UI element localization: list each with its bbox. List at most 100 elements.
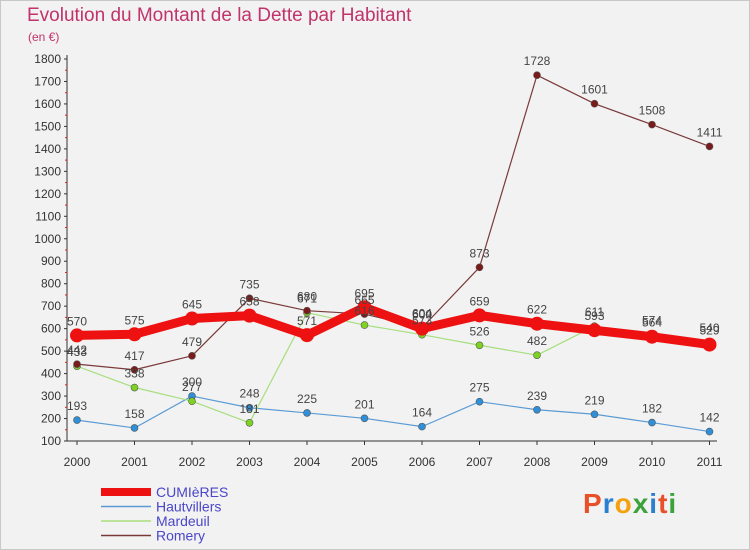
data-point [648,120,656,129]
data-label: 873 [469,246,489,260]
data-point [245,418,254,427]
data-point [648,418,656,427]
data-point [188,397,196,406]
data-point [360,321,369,329]
data-point [590,410,599,419]
data-label: 574 [642,313,662,327]
data-label: 158 [124,407,144,421]
data-point [245,294,254,303]
data-point [70,328,84,343]
y-tick-label: 100 [41,434,61,448]
y-tick-label: 1300 [34,164,61,178]
data-label: 540 [699,321,719,335]
data-label: 248 [239,387,259,401]
y-tick-label: 500 [41,344,61,358]
data-label: 526 [469,324,489,338]
data-point [705,142,714,151]
logo-letter: o [614,488,633,519]
y-tick-label: 1700 [34,74,61,88]
data-point [475,341,484,350]
x-tick-label: 2007 [466,455,493,469]
y-tick-label: 1000 [34,232,61,246]
data-label: 564 [642,316,662,330]
data-label: 275 [469,381,489,395]
data-label: 658 [239,295,259,309]
data-label: 442 [67,343,87,357]
data-point [357,300,372,315]
y-tick-label: 300 [41,389,61,403]
data-label: 193 [67,399,87,413]
data-point [303,306,311,315]
x-tick-label: 2001 [121,455,148,469]
data-label: 735 [239,277,259,291]
data-point [245,403,254,412]
data-label: 219 [584,393,604,407]
data-label: 239 [527,389,547,403]
y-tick-label: 800 [41,277,61,291]
data-label: 680 [297,290,317,304]
y-tick-label: 1100 [35,209,61,223]
data-label: 573 [412,314,432,328]
data-point [185,311,199,326]
data-label: 593 [584,309,604,323]
logo-letter: r [602,488,615,519]
data-point [130,365,139,374]
data-point [303,409,311,417]
data-label: 142 [699,411,719,425]
data-label: 645 [182,298,202,312]
data-label: 529 [699,324,719,338]
data-label: 570 [67,314,87,328]
data-point [530,316,544,331]
data-label: 479 [182,335,202,349]
data-point [300,328,314,343]
x-tick-label: 2004 [294,455,321,469]
data-point [475,397,484,406]
data-label: 604 [412,307,432,321]
legend-label: Mardeuil [156,513,210,529]
data-label: 611 [585,305,604,319]
data-label: 433 [67,345,87,359]
y-tick-label: 900 [41,254,61,268]
proxiti-logo: Proxiti [583,488,677,520]
data-label: 181 [239,402,259,416]
logo-letter: i [668,488,678,519]
data-label: 659 [469,294,489,308]
x-tick-label: 2006 [409,455,436,469]
x-tick-label: 2005 [351,455,378,469]
data-label: 338 [124,367,144,381]
data-label: 201 [354,397,374,411]
data-point [475,263,484,272]
data-point [127,327,142,342]
data-label: 1508 [639,104,666,118]
data-point [360,414,369,423]
data-point [702,337,717,352]
x-tick-label: 2009 [581,455,608,469]
legend-label: CUMIèRES [156,484,228,500]
data-point [415,321,429,336]
data-point [533,405,541,414]
data-point [73,416,81,424]
y-tick-label: 1400 [34,142,61,156]
x-tick-label: 2000 [64,455,91,469]
data-point [590,99,599,108]
logo-letter: t [658,488,669,519]
y-tick-label: 1500 [34,119,61,133]
data-label: 1728 [524,54,551,68]
data-label: 417 [124,349,144,363]
data-point [533,351,541,359]
data-label: 622 [527,303,547,317]
data-label: 695 [354,286,374,300]
data-label: 1411 [697,125,723,139]
data-label: 182 [642,402,662,416]
y-tick-label: 600 [41,322,61,336]
data-label: 600 [412,308,432,322]
data-point [533,71,541,79]
data-label: 482 [527,334,547,348]
data-point [73,360,81,368]
data-label: 575 [124,313,144,327]
y-tick-label: 200 [41,412,61,426]
y-tick-label: 700 [41,299,61,313]
data-label: 571 [297,314,317,328]
y-tick-label: 400 [41,367,61,381]
